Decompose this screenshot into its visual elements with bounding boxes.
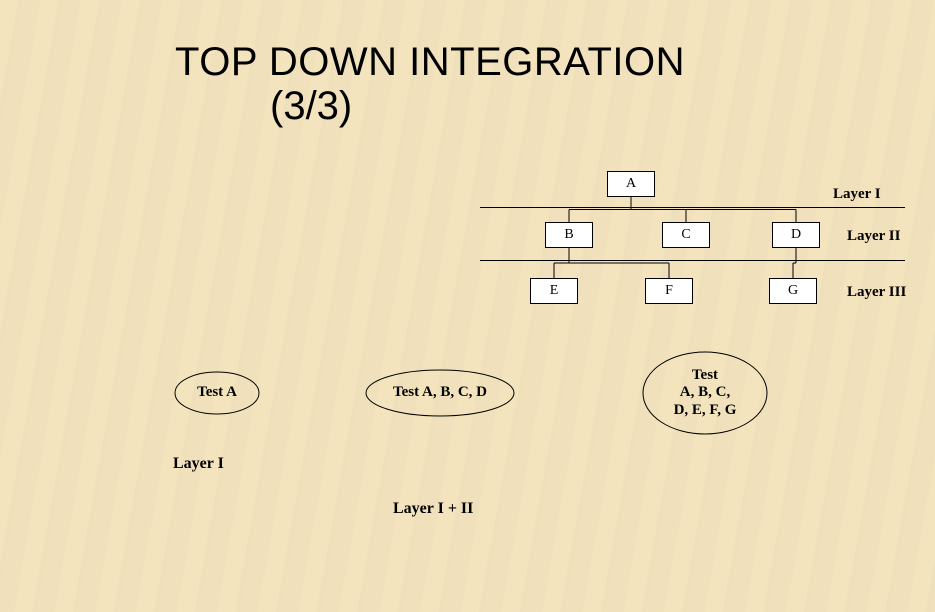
layer-line-1 xyxy=(480,207,905,208)
layer-label-3: Layer III xyxy=(847,284,906,301)
test-ellipse-2: Test A, B, C, D xyxy=(365,369,515,417)
tree-node-g: G xyxy=(769,278,817,304)
test-ellipse-label-1: Test A xyxy=(197,384,237,401)
layer-label-1: Layer I xyxy=(833,186,881,203)
test-ellipse-label-2: Test A, B, C, D xyxy=(393,384,487,401)
test-ellipse-1: Test A xyxy=(174,371,260,415)
layer-line-2 xyxy=(480,260,905,261)
tree-node-b: B xyxy=(545,222,593,248)
tree-node-e: E xyxy=(530,278,578,304)
test-ellipse-label-3: Test A, B, C, D, E, F, G xyxy=(674,367,737,419)
test-ellipse-3: Test A, B, C, D, E, F, G xyxy=(642,351,768,435)
tree-edges xyxy=(0,0,935,612)
tree-node-a: A xyxy=(607,171,655,197)
layer-label-2: Layer II xyxy=(847,228,900,245)
tree-node-d: D xyxy=(772,222,820,248)
tree-node-c: C xyxy=(662,222,710,248)
tree-node-f: F xyxy=(645,278,693,304)
below-label-2: Layer I + II xyxy=(393,500,473,518)
below-label-1: Layer I xyxy=(173,455,224,473)
